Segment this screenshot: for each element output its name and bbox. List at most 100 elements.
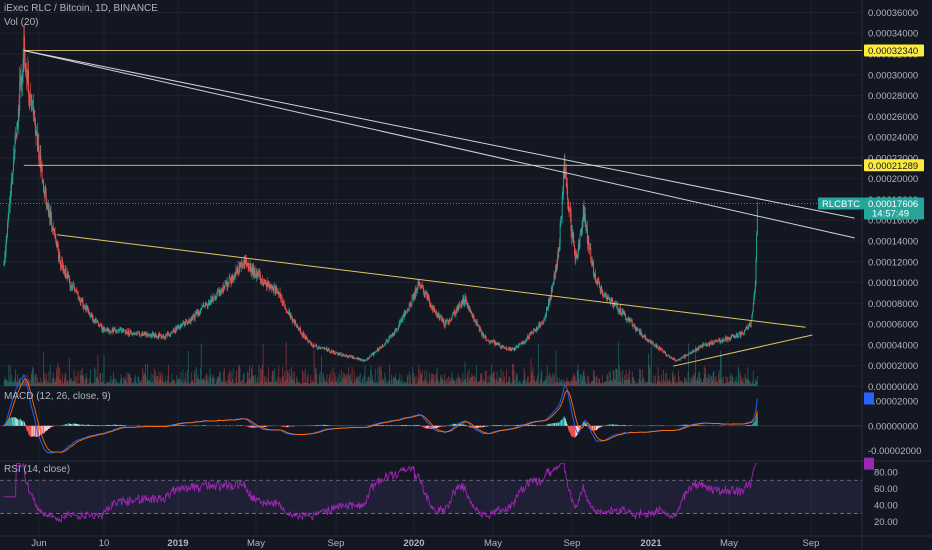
volume-bar — [342, 372, 344, 386]
volume-bar — [554, 382, 556, 386]
candle-body — [176, 326, 178, 329]
candle-body — [107, 330, 109, 332]
volume-bar — [152, 374, 154, 386]
price-tick-label: 0.00020000 — [868, 174, 918, 185]
candle-body — [96, 321, 98, 322]
trendline — [672, 334, 813, 367]
candle-body — [247, 263, 248, 266]
candle-body — [58, 255, 60, 259]
candle-body — [531, 331, 533, 334]
volume-bar — [438, 383, 440, 386]
volume-bar — [480, 373, 482, 386]
volume-bar — [713, 370, 715, 386]
candle-body — [306, 336, 308, 339]
volume-bar — [578, 378, 580, 386]
candle-body — [561, 216, 562, 218]
candle-body — [710, 342, 712, 344]
volume-bar — [305, 382, 307, 386]
volume-bar — [331, 381, 333, 386]
volume-bar — [232, 368, 234, 386]
volume-bar — [692, 375, 694, 386]
volume-bar — [662, 383, 664, 386]
candle-body — [24, 36, 25, 59]
volume-bar — [56, 376, 58, 386]
volume-bar — [45, 381, 46, 386]
volume-bar — [234, 383, 235, 386]
volume-bar — [191, 379, 193, 386]
time-tick-label: Jun — [31, 538, 46, 549]
candle-body — [227, 282, 229, 284]
candle-body — [753, 297, 755, 305]
volume-bar — [45, 373, 47, 386]
rsi-pane[interactable] — [0, 462, 862, 523]
candle-body — [580, 229, 582, 235]
volume-bar — [576, 370, 578, 386]
volume-bar — [31, 370, 33, 386]
volume-bar — [225, 383, 227, 386]
candle-body — [446, 320, 448, 322]
candle-body — [312, 345, 314, 347]
candle-body — [404, 312, 406, 314]
candle-body — [447, 321, 449, 323]
candle-body — [707, 343, 709, 345]
candle-body — [329, 351, 331, 353]
volume-bar — [606, 374, 608, 386]
time-tick-label: May — [720, 538, 738, 549]
candle-body — [559, 243, 560, 252]
volume-bar — [429, 372, 431, 386]
candle-body — [616, 304, 618, 305]
volume-bar — [615, 367, 617, 386]
volume-bar — [252, 375, 254, 386]
candle-body — [209, 302, 211, 305]
volume-bar — [169, 383, 171, 386]
volume-bar — [429, 383, 431, 386]
volume-bar — [287, 372, 289, 386]
candle-body — [167, 333, 169, 334]
volume-bar — [257, 377, 259, 386]
candle-body — [408, 303, 410, 309]
candle-body — [279, 292, 281, 294]
volume-bar — [462, 372, 464, 386]
candle-body — [246, 262, 248, 266]
candle-body — [103, 327, 105, 331]
volume-bar — [556, 377, 558, 386]
volume-bar — [29, 379, 31, 386]
candle-body — [754, 291, 756, 298]
candle-body — [123, 330, 125, 332]
candle-body — [638, 329, 640, 331]
candle-body — [311, 344, 313, 346]
candle-body — [692, 350, 694, 352]
candle-body — [427, 294, 429, 296]
trendlines[interactable] — [0, 49, 862, 367]
candle-body — [604, 293, 606, 295]
macd-pane[interactable] — [0, 373, 862, 454]
price-candles[interactable] — [3, 23, 758, 363]
volume-bar — [129, 374, 131, 386]
volume-bar — [118, 383, 120, 386]
candle-body — [169, 334, 171, 336]
candle-body — [320, 347, 322, 349]
candle-body — [387, 341, 389, 343]
candle-body — [495, 342, 497, 345]
candle-body — [321, 347, 323, 349]
volume-bar — [562, 379, 564, 386]
candle-body — [414, 288, 416, 299]
volume-bar — [547, 383, 549, 386]
volume-bar — [40, 377, 42, 386]
volume-bar — [635, 383, 637, 386]
volume-bar — [614, 380, 616, 386]
volume-bar — [322, 372, 324, 386]
candle-body — [488, 340, 490, 342]
volume-bar — [664, 382, 666, 386]
candle-body — [626, 318, 628, 320]
candle-body — [380, 346, 382, 348]
volume-bar — [217, 376, 219, 386]
volume-bar — [311, 379, 313, 386]
price-tick-label: 0.00004000 — [868, 340, 918, 351]
candle-body — [686, 354, 688, 356]
candle-body — [490, 340, 492, 343]
candle-body — [425, 293, 427, 294]
candle-body — [368, 357, 370, 359]
volume-bar — [191, 371, 193, 386]
